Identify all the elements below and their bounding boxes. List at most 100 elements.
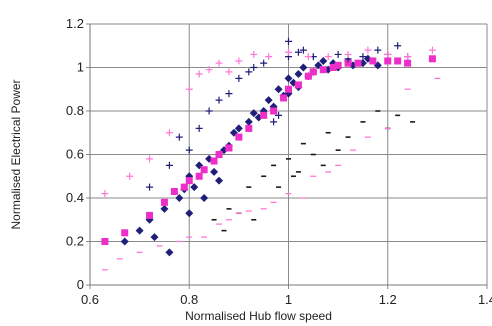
data-point-plus: [206, 108, 213, 115]
data-point-plus: [235, 75, 242, 82]
data-point-plus: [216, 60, 223, 67]
data-point-square: [285, 86, 292, 93]
data-point-plus: [166, 162, 173, 169]
data-point-plus: [404, 53, 411, 60]
y-tick-label: 0.2: [66, 234, 84, 249]
data-point-plus: [196, 71, 203, 78]
y-tick-label: 0.4: [66, 190, 84, 205]
data-point-plus: [176, 134, 183, 141]
data-point-plus: [429, 47, 436, 54]
data-point-square: [335, 62, 342, 69]
data-point-square: [186, 177, 193, 184]
data-point-plus: [126, 173, 133, 180]
data-point-square: [216, 151, 223, 158]
data-point-plus: [235, 57, 242, 64]
x-tick-label: 1.2: [379, 292, 397, 307]
data-point-square: [235, 134, 242, 141]
data-point-plus: [225, 68, 232, 75]
data-point-plus: [166, 129, 173, 136]
data-point-square: [394, 57, 401, 64]
y-axis-title: Normalised Electrical Power: [9, 79, 23, 229]
data-point-plus: [345, 51, 352, 58]
x-tick-label: 0.6: [81, 292, 99, 307]
data-point-diamond: [121, 238, 129, 246]
x-axis-title: Normalised Hub flow speed: [185, 309, 332, 323]
data-point-diamond: [160, 205, 168, 213]
y-tick-label: 1.2: [66, 16, 84, 31]
data-point-diamond: [175, 194, 183, 202]
data-point-plus: [285, 49, 292, 56]
data-point-diamond: [136, 227, 144, 235]
data-point-square: [121, 229, 128, 236]
data-point-square: [245, 125, 252, 132]
data-point-plus: [364, 47, 371, 54]
data-point-plus: [250, 64, 257, 71]
tick-labels: 0 0.2 0.4 0.6 0.8 1 1.2 0.6 0.8 1 1.2 1.4: [66, 16, 492, 307]
data-point-diamond: [200, 194, 208, 202]
data-point-plus: [394, 42, 401, 49]
y-tick-label: 0.8: [66, 103, 84, 118]
x-tick-label: 1: [285, 292, 292, 307]
data-point-plus: [374, 47, 381, 54]
data-point-diamond: [299, 64, 307, 72]
data-point-plus: [260, 60, 267, 67]
x-tick-label: 0.8: [180, 292, 198, 307]
data-point-diamond: [165, 248, 173, 256]
data-point-square: [171, 188, 178, 195]
data-point-square: [161, 199, 168, 206]
data-point-square: [196, 173, 203, 180]
data-point-plus: [285, 38, 292, 45]
data-point-plus: [225, 90, 232, 97]
data-point-plus: [216, 97, 223, 104]
data-point-square: [270, 108, 277, 115]
data-point-square: [225, 144, 232, 151]
data-point-plus: [305, 53, 312, 60]
data-point-plus: [325, 53, 332, 60]
data-point-diamond: [151, 233, 159, 241]
data-point-square: [404, 60, 411, 67]
data-point-plus: [146, 184, 153, 191]
data-point-square: [429, 55, 436, 62]
y-tick-label: 0: [77, 277, 84, 292]
data-point-plus: [335, 51, 342, 58]
data-point-square: [101, 238, 108, 245]
data-points: [101, 38, 440, 270]
y-tick-label: 0.6: [66, 147, 84, 162]
data-point-diamond: [265, 96, 273, 104]
data-point-diamond: [294, 70, 302, 78]
x-tick-label: 1.4: [478, 292, 492, 307]
data-point-square: [146, 212, 153, 219]
data-point-square: [384, 57, 391, 64]
data-point-square: [354, 60, 361, 67]
data-point-plus: [101, 190, 108, 197]
data-point-diamond: [190, 183, 198, 191]
data-point-plus: [186, 147, 193, 154]
data-point-square: [310, 68, 317, 75]
data-point-plus: [265, 53, 272, 60]
data-point-square: [181, 184, 188, 191]
data-point-square: [369, 57, 376, 64]
data-point-diamond: [245, 118, 253, 126]
y-tick-label: 1: [77, 60, 84, 75]
data-point-plus: [196, 125, 203, 132]
data-point-square: [211, 158, 218, 165]
grid-lines: [86, 24, 487, 289]
data-point-square: [260, 112, 267, 119]
data-point-plus: [186, 86, 193, 93]
data-point-square: [295, 81, 302, 88]
data-point-diamond: [275, 85, 283, 93]
data-point-plus: [250, 51, 257, 58]
data-point-square: [320, 66, 327, 73]
data-point-diamond: [185, 209, 193, 217]
data-point-plus: [146, 155, 153, 162]
data-point-plus: [270, 118, 277, 125]
data-point-plus: [320, 57, 327, 64]
data-point-plus: [245, 68, 252, 75]
data-point-square: [201, 166, 208, 173]
data-point-square: [280, 94, 287, 101]
data-point-diamond: [215, 177, 223, 185]
data-point-plus: [384, 51, 391, 58]
data-point-diamond: [210, 168, 218, 176]
